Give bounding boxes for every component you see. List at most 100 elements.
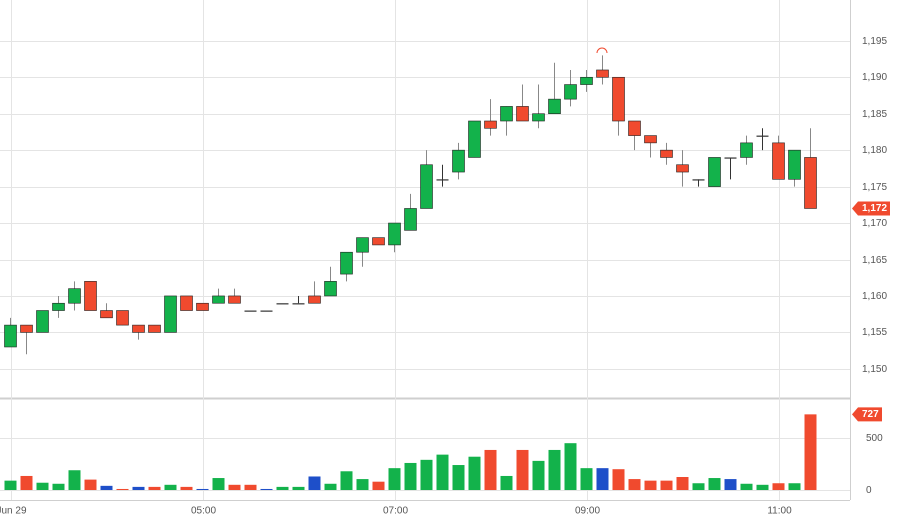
candle-body — [740, 142, 753, 158]
candle-body — [516, 106, 529, 122]
candle-body — [452, 149, 465, 173]
candle-body — [212, 295, 225, 304]
volume-bar — [692, 483, 705, 491]
candle-body — [708, 157, 721, 187]
candle-body — [660, 149, 673, 158]
volume-bar — [388, 468, 401, 491]
volume-bar — [708, 478, 721, 491]
y-tick-label: 1,165 — [862, 255, 887, 266]
candle-body — [772, 142, 785, 180]
y-tick-label: 1,175 — [862, 182, 887, 193]
volume-bar — [404, 462, 417, 491]
candle-body — [276, 303, 289, 305]
volume-bar — [372, 481, 385, 491]
volume-bar — [20, 475, 33, 491]
volume-bar — [756, 484, 769, 491]
candle-body — [788, 149, 801, 180]
y-tick-label: 1,155 — [862, 327, 887, 338]
x-tick-label: 09:00 — [575, 506, 600, 517]
volume-bar — [612, 469, 625, 491]
volume-bar — [356, 479, 369, 491]
volume-bar — [52, 483, 65, 491]
candle-body — [388, 222, 401, 246]
y-tick-label: 1,150 — [862, 364, 887, 375]
volume-tick-label: 500 — [866, 433, 883, 444]
volume-bar — [164, 484, 177, 491]
candle-body — [548, 98, 561, 115]
candle-body — [628, 120, 641, 136]
candle-body — [420, 164, 433, 209]
volume-bar — [420, 459, 433, 491]
x-tick-label: 11:00 — [767, 506, 792, 517]
last-price-badge — [852, 201, 890, 216]
volume-bar — [788, 483, 801, 491]
y-tick-label: 1,185 — [862, 109, 887, 120]
volume-bar — [292, 486, 305, 491]
candle-body — [324, 281, 337, 297]
candle-body — [148, 324, 161, 333]
candle-body — [308, 295, 321, 304]
volume-bar — [436, 454, 449, 491]
volume-bar — [580, 468, 593, 491]
volume-bar — [68, 470, 81, 491]
volume-bar — [548, 449, 561, 491]
volume-bar — [532, 460, 545, 491]
candle-body — [532, 113, 545, 122]
candle-body — [484, 120, 497, 129]
candle-body — [100, 310, 113, 319]
volume-bar — [84, 479, 97, 491]
candle-body — [676, 164, 689, 173]
volume-bar — [212, 478, 225, 491]
candle-body — [356, 237, 369, 253]
volume-bar — [772, 483, 785, 491]
candle-body — [804, 157, 817, 209]
candle-body — [564, 84, 577, 100]
y-tick-label: 1,170 — [862, 218, 887, 229]
volume-tick-label: 0 — [866, 485, 872, 496]
volume-bar — [4, 480, 17, 491]
volume-bar — [276, 486, 289, 491]
candle-body — [644, 135, 657, 144]
volume-bar — [740, 483, 753, 491]
candle-body — [68, 288, 81, 304]
volume-bar — [132, 486, 145, 491]
x-tick-label: 05:00 — [191, 506, 216, 517]
y-tick-label: 1,195 — [862, 36, 887, 47]
candle-body — [4, 324, 17, 348]
candle-body — [756, 135, 769, 137]
last-price-label: 1,172 — [862, 203, 887, 214]
candle-body — [500, 106, 513, 122]
candle-body — [372, 237, 385, 246]
candle-body — [196, 302, 209, 311]
candle-body — [260, 310, 273, 312]
candle-body — [84, 281, 97, 311]
volume-bar — [36, 482, 49, 491]
candle-body — [580, 76, 593, 85]
volume-bar — [500, 475, 513, 491]
y-tick-label: 1,160 — [862, 291, 887, 302]
volume-bar — [724, 479, 737, 491]
volume-bar — [324, 483, 337, 491]
candle-body — [404, 208, 417, 231]
candle-body — [468, 120, 481, 158]
volume-bar — [516, 449, 529, 491]
volume-bar — [228, 484, 241, 491]
candle-body — [244, 310, 257, 312]
candle-body — [292, 303, 305, 305]
candle-body — [36, 310, 49, 333]
x-tick-label: 07:00 — [383, 506, 408, 517]
volume-bar — [596, 468, 609, 491]
candle-body — [596, 69, 609, 78]
volume-bar — [676, 477, 689, 491]
candle-body — [692, 179, 705, 181]
candle-body — [724, 157, 737, 159]
volume-bar — [628, 479, 641, 491]
high-marker — [596, 47, 608, 54]
volume-bar — [196, 488, 209, 491]
last-volume-badge — [852, 407, 882, 422]
candle-body — [340, 251, 353, 275]
volume-bar — [180, 486, 193, 491]
candle-body — [180, 295, 193, 311]
candle-body — [20, 324, 33, 333]
